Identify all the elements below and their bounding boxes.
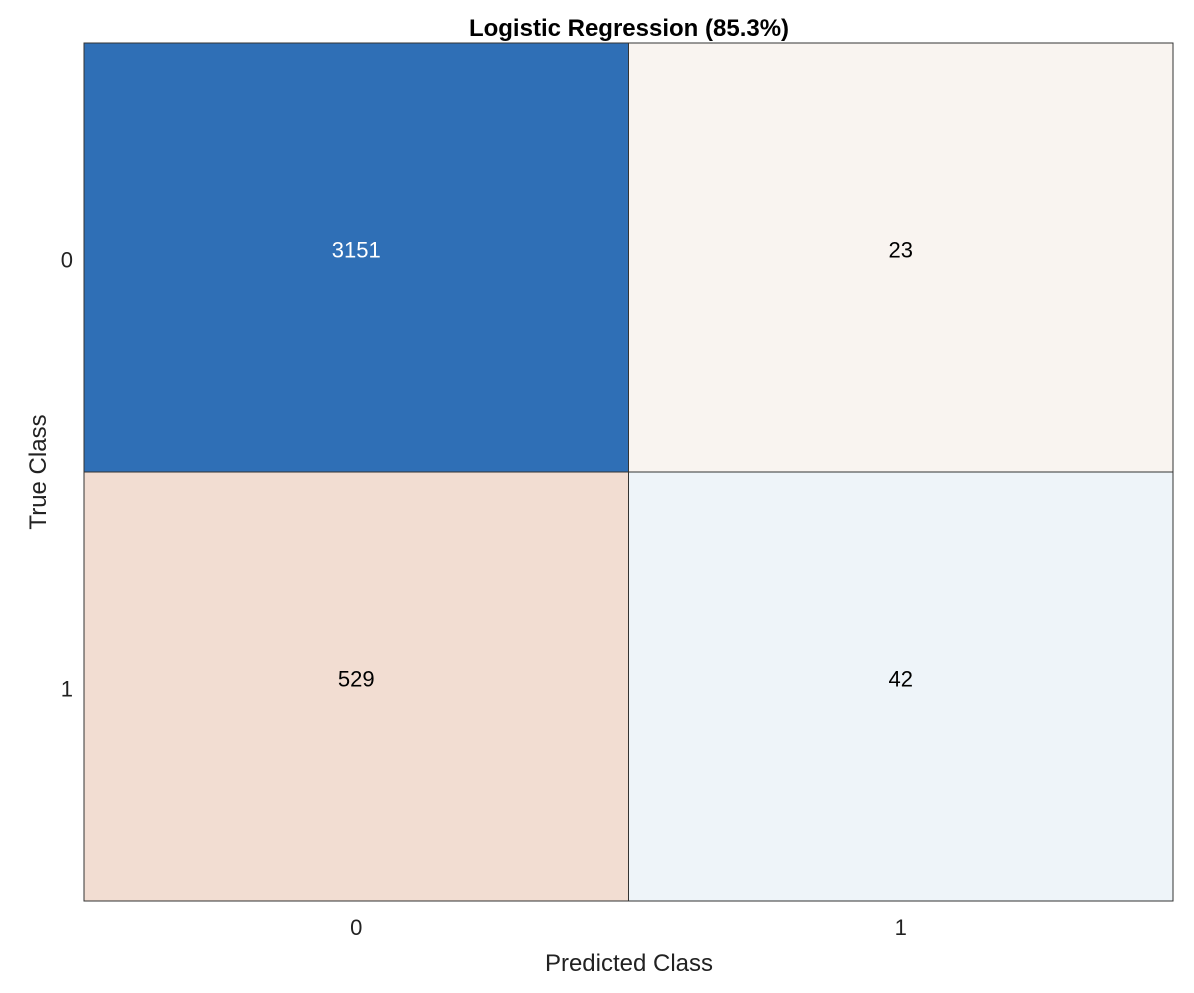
matrix-cell-value: 23 [889, 237, 913, 262]
matrix-cells [83, 42, 1174, 902]
y-tick-label: 0 [61, 247, 73, 272]
matrix-cell [83, 42, 629, 473]
matrix-cell-value: 529 [338, 666, 375, 691]
matrix-cell [628, 42, 1174, 473]
x-tick-label: 1 [895, 915, 907, 940]
matrix-cell-value: 42 [889, 666, 913, 691]
y-tick-label: 1 [61, 676, 73, 701]
matrix-cell [628, 471, 1174, 902]
matrix-cell-value: 3151 [332, 237, 381, 262]
y-axis-label: True Class [25, 414, 52, 529]
y-axis-ticks: 01 [61, 247, 73, 701]
matrix-cell-labels: 3151 23 529 42 [332, 237, 913, 691]
x-axis-label: Predicted Class [545, 950, 713, 977]
plot-frame [83, 42, 1174, 902]
x-tick-label: 0 [350, 915, 362, 940]
chart-title: Logistic Regression (85.3%) [469, 15, 789, 42]
matrix-cell [83, 471, 629, 902]
